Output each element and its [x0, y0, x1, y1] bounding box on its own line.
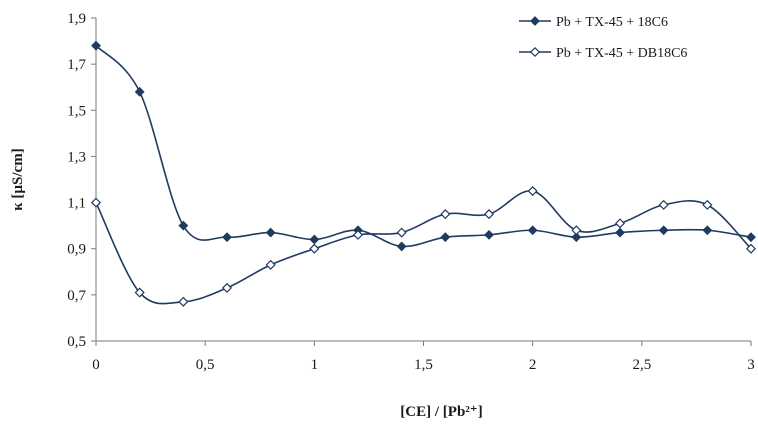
data-point-open-diamond [745, 243, 757, 254]
y-tick-label: 1,9 [67, 11, 86, 27]
y-tick-label: 1,5 [67, 103, 86, 119]
data-point-filled-diamond [746, 232, 756, 243]
y-tick-label: 0,5 [67, 334, 86, 350]
legend-label: Pb + TX-45 + DB18C6 [556, 46, 687, 61]
x-tick-label: 1,5 [414, 357, 433, 373]
data-point-open-diamond [221, 282, 233, 293]
data-point-filled-diamond [134, 86, 145, 97]
x-tick-label: 3 [747, 357, 755, 373]
legend-item: Pb + TX-45 + 18C6 [519, 15, 668, 30]
y-tick-label: 0,9 [67, 242, 86, 258]
data-point-open-diamond [309, 243, 320, 254]
y-tick-label: 1,3 [67, 149, 86, 165]
data-point-open-diamond [396, 227, 407, 238]
data-point-filled-diamond [484, 229, 494, 240]
data-point-open-diamond [265, 259, 276, 270]
legend-open-diamond-icon [529, 46, 541, 58]
series-line [95, 190, 752, 305]
data-point-filled-diamond [440, 232, 451, 243]
x-tick-label: 2 [529, 357, 537, 373]
data-point-open-diamond [90, 197, 102, 208]
data-point-filled-diamond [658, 225, 669, 236]
data-point-open-diamond [702, 199, 713, 210]
y-tick-label: 0,7 [67, 288, 86, 304]
data-point-open-diamond [178, 296, 189, 307]
data-point-filled-diamond [396, 241, 407, 252]
x-tick-label: 0 [92, 357, 100, 373]
x-tick-label: 2,5 [632, 357, 651, 373]
data-point-open-diamond [483, 209, 495, 220]
data-point-filled-diamond [265, 227, 276, 238]
legend: Pb + TX-45 + 18C6 Pb + TX-45 + DB18C6 [519, 15, 687, 61]
data-point-filled-diamond [309, 234, 320, 245]
data-point-filled-diamond [702, 225, 713, 236]
data-point-filled-diamond [178, 220, 189, 231]
axes: 0,5 0,7 0,9 1,1 1,3 1,5 1,7 1,9 0 0,5 1 1,5 2 2,5 3 [67, 11, 755, 373]
data-point-filled-diamond [527, 225, 538, 236]
data-point-filled-diamond [571, 232, 582, 243]
data-point-open-diamond [440, 209, 451, 220]
data-point-open-diamond [658, 199, 669, 210]
data-point-open-diamond [571, 225, 582, 236]
series-1 [91, 40, 756, 252]
x-axis-label: [CE] / [Pb²⁺] [400, 404, 482, 420]
legend-filled-diamond-icon [530, 16, 540, 26]
legend-item: Pb + TX-45 + DB18C6 [519, 46, 687, 61]
data-point-filled-diamond [91, 40, 101, 51]
x-tick-label: 0,5 [196, 357, 215, 373]
data-point-filled-diamond [222, 232, 232, 243]
y-tick-label: 1,7 [67, 57, 86, 73]
legend-label: Pb + TX-45 + 18C6 [556, 15, 668, 30]
data-point-filled-diamond [615, 227, 625, 238]
data-point-open-diamond [352, 229, 364, 240]
data-point-open-diamond [527, 185, 538, 197]
data-point-open-diamond [614, 218, 626, 229]
y-axis-label: κ [µS/cm] [10, 148, 26, 210]
series-2 [90, 185, 757, 307]
series-line [95, 45, 752, 248]
series-layer [90, 40, 757, 307]
data-point-open-diamond [134, 287, 145, 298]
x-tick-label: 1 [311, 357, 319, 373]
y-tick-label: 1,1 [67, 196, 86, 212]
